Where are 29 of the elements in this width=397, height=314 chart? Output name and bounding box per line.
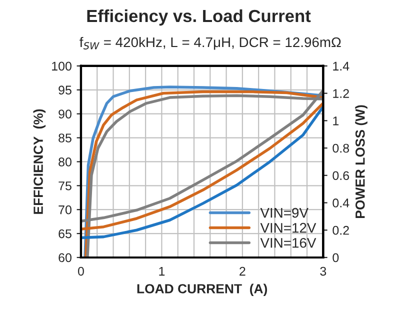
y-tick-label: 75 [58, 182, 72, 190]
y2-tick-label: 0.6 [332, 171, 350, 180]
y-tick-label: 85 [58, 134, 72, 142]
x-tick-label: 3 [320, 266, 326, 276]
y-axis-title: EFFICIENCY (%) [33, 109, 46, 214]
chart-subtitle: f$_{SW}$ = 420kHz, L = 4.7μH, DCR = 12.96mΩ [80, 36, 341, 50]
y-tick-label: 70 [58, 205, 72, 214]
x-tick-label: 2 [240, 266, 246, 276]
x-tick-label: 0 [78, 266, 84, 276]
x-axis-title: LOAD CURRENT (A) [137, 284, 268, 296]
y2-tick-label: 0.4 [332, 198, 350, 208]
y-tick-label: 60 [58, 253, 72, 262]
y-tick-label: 65 [58, 229, 72, 238]
y2-tick-label: 1.4 [333, 62, 350, 70]
x-tick-label: 1 [159, 266, 165, 276]
y2-tick-label: 1.2 [333, 89, 349, 98]
y2-tick-label: 1 [333, 116, 339, 126]
legend-label: VIN=16V [260, 238, 316, 248]
chart-title: Efficiency vs. Load Current [87, 9, 311, 26]
y-tick-label: 90 [58, 110, 72, 118]
legend-label: VIN=12V [260, 222, 316, 233]
legend-label: VIN=9V [260, 208, 308, 218]
y2-axis-title: POWER LOSS (W) [355, 105, 368, 218]
y-tick-label: 95 [58, 86, 72, 95]
y2-tick-label: 0.8 [332, 144, 350, 153]
y-tick-label: 100 [52, 62, 72, 71]
y2-tick-label: 0 [332, 253, 339, 262]
y-tick-label: 80 [58, 158, 72, 166]
y2-tick-label: 0.2 [332, 226, 349, 235]
